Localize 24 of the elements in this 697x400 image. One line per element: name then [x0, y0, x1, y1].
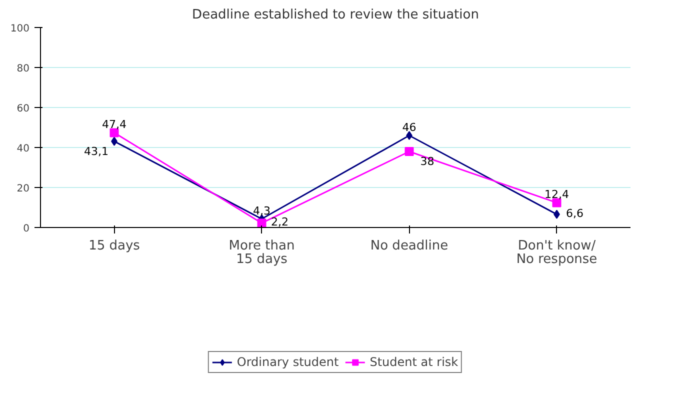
data-label: 4,3 — [253, 204, 271, 218]
x-tick-label: Don't know/ No response — [516, 238, 598, 267]
data-label: 2,2 — [271, 216, 289, 229]
y-tick-label: 40 — [16, 144, 30, 154]
x-tick-label: More than 15 days — [228, 238, 295, 267]
y-tick-label: 20 — [16, 184, 30, 194]
data-label: 43,1 — [84, 144, 109, 158]
legend-label: Student at risk — [370, 355, 458, 369]
point — [257, 218, 266, 228]
y-tick-label: 100 — [10, 24, 30, 34]
y-tick-label: 60 — [16, 104, 30, 114]
data-label: 6,6 — [566, 206, 584, 220]
point — [404, 147, 414, 156]
y-tick-label: 80 — [16, 64, 30, 74]
y-tick-label: 0 — [23, 224, 30, 234]
legend-label: Ordinary student — [236, 355, 339, 369]
point — [406, 131, 412, 140]
x-tick-label: No deadline — [370, 238, 448, 254]
chart-title: Deadline established to review the situation — [192, 8, 479, 22]
x-tick-label: 15 days — [88, 238, 140, 254]
data-label: 46 — [402, 121, 416, 134]
data-label: 38 — [420, 155, 434, 168]
data-label: 47,4 — [102, 118, 127, 132]
data-label: 12,4 — [544, 188, 570, 202]
